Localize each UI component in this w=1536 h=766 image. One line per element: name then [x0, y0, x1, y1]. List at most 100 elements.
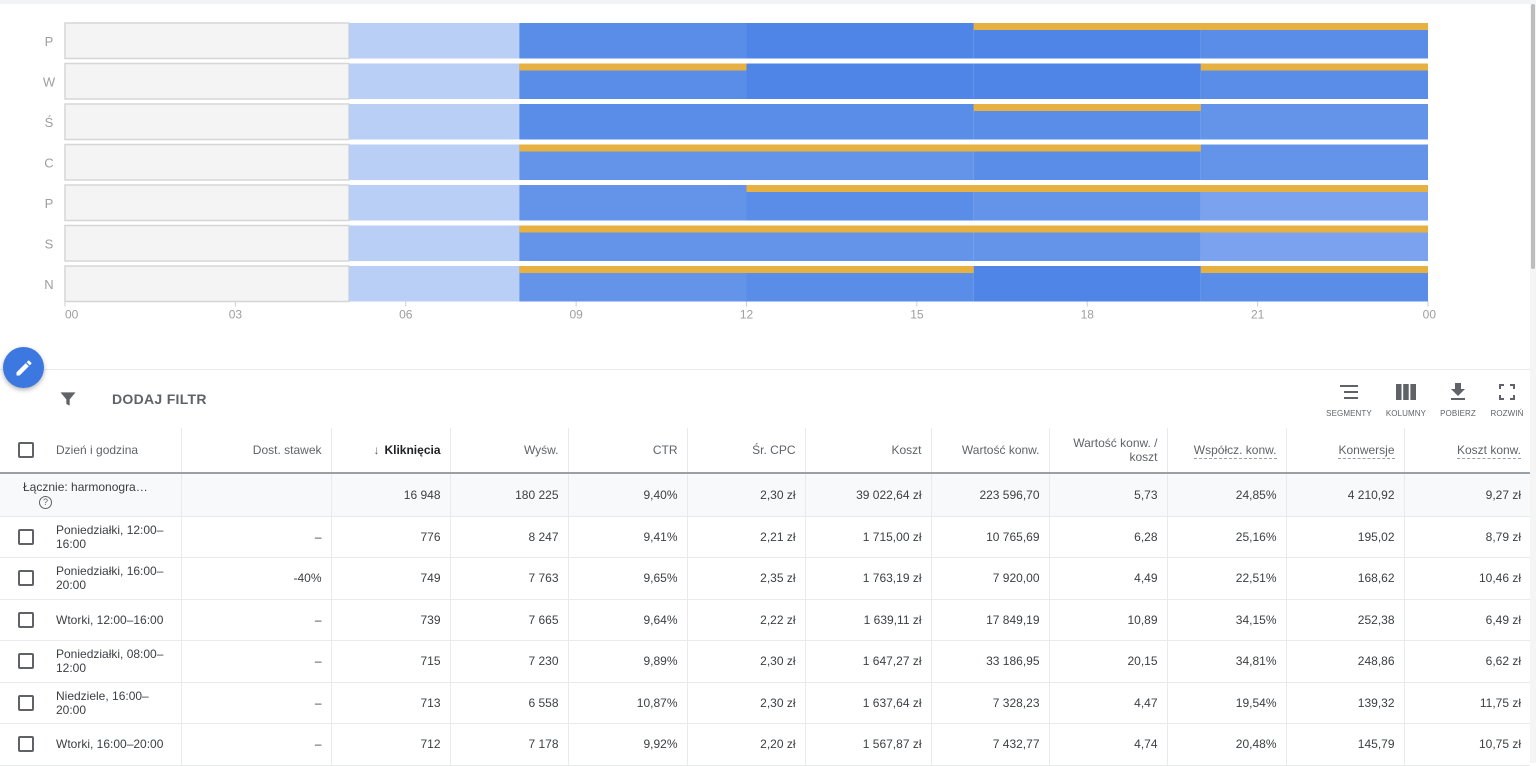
- table-cell: 739: [331, 599, 451, 641]
- column-header-cost[interactable]: Koszt: [805, 428, 932, 474]
- row-checkbox[interactable]: [18, 528, 34, 545]
- row-checkbox[interactable]: [18, 694, 34, 711]
- table-cell: 25,16%: [1167, 516, 1287, 558]
- filter-icon[interactable]: [58, 389, 78, 414]
- table-cell: 4,49: [1049, 557, 1168, 600]
- pencil-icon: [16, 359, 32, 375]
- x-tick-label: 06: [399, 308, 413, 322]
- column-header-cost-per-conv[interactable]: Koszt konw.: [1404, 428, 1530, 474]
- day-time-cell: Poniedziałki, 12:00–16:00: [0, 516, 182, 558]
- column-header-impressions[interactable]: Wyśw.: [450, 428, 569, 474]
- table-cell[interactable]: –: [181, 640, 332, 683]
- columns-button[interactable]: KOLUMNY: [1378, 381, 1434, 418]
- heatmap-cell: [64, 184, 350, 222]
- day-label: Ś: [45, 115, 54, 130]
- table-row[interactable]: Poniedziałki, 08:00–12:00–715 7 230 9,89% 2…: [0, 640, 1530, 683]
- day-time-cell: Wtorki, 16:00–20:00: [0, 723, 182, 766]
- table-cell: 248,86: [1286, 640, 1405, 683]
- section-divider: [0, 369, 1530, 370]
- table-row[interactable]: Niedziele, 16:00–20:00 –713 6 558 10,87% 2,3…: [0, 682, 1530, 724]
- table-row[interactable]: Poniedziałki, 16:00–20:00 -40% 749 7 763 9,6…: [0, 557, 1530, 600]
- table-cell: 9,41%: [568, 516, 688, 558]
- download-button[interactable]: POBIERZ: [1430, 381, 1486, 418]
- download-label: POBIERZ: [1440, 409, 1476, 418]
- table-cell: 713: [331, 682, 451, 724]
- column-header-conv-value-cost[interactable]: Wartość konw. / koszt: [1049, 428, 1168, 474]
- row-checkbox[interactable]: [18, 653, 34, 670]
- edit-button[interactable]: [3, 347, 44, 388]
- table-cell: 139,32: [1286, 682, 1405, 724]
- table-cell: 7 920,00: [931, 557, 1050, 600]
- page-scrollbar[interactable]: [1530, 0, 1536, 763]
- table-cell: 10,75 zł: [1404, 723, 1530, 766]
- table-cell: 252,38: [1286, 599, 1405, 641]
- table-cell: 1 763,19 zł: [805, 557, 932, 600]
- table-cell[interactable]: -40%: [181, 557, 332, 600]
- column-header-conv-value[interactable]: Wartość konw.: [931, 428, 1050, 474]
- day-time-cell: Wtorki, 12:00–16:00: [0, 599, 182, 641]
- row-checkbox[interactable]: [18, 736, 34, 753]
- column-header-bid-adjustment[interactable]: Dost. stawek: [181, 428, 332, 474]
- heatmap-cell: [348, 225, 520, 261]
- x-tick-label: 00: [1423, 308, 1437, 322]
- table-header-row: Dzień i godzina Dost. stawek ↓ Kliknięcia…: [0, 428, 1530, 474]
- day-label: C: [44, 155, 53, 170]
- heatmap-cell: [64, 224, 350, 262]
- column-header-ctr[interactable]: CTR: [568, 428, 688, 474]
- table-row[interactable]: Poniedziałki, 12:00–16:00–776 8 247 9,41% 2…: [0, 516, 1530, 558]
- column-header-day-time[interactable]: Dzień i godzina: [0, 428, 182, 474]
- table-cell: 17 849,19: [931, 599, 1050, 641]
- heatmap-cell: [64, 143, 350, 181]
- table-cell: 2,22 zł: [687, 599, 806, 641]
- bid-adjustment-mark: [519, 266, 974, 273]
- day-label: S: [45, 236, 54, 251]
- add-filter-button[interactable]: DODAJ FILTR: [112, 391, 207, 407]
- table-cell: 19,54%: [1167, 682, 1287, 724]
- day-label: W: [43, 74, 56, 89]
- column-header-avg-cpc[interactable]: Śr. CPC: [687, 428, 806, 474]
- table-cell: 7 665: [450, 599, 569, 641]
- segments-button[interactable]: SEGMENTY: [1321, 381, 1377, 418]
- day-time-cell: Poniedziałki, 16:00–20:00: [0, 557, 182, 600]
- sort-desc-icon: ↓: [373, 443, 380, 457]
- day-time-cell: Niedziele, 16:00–20:00: [0, 682, 182, 724]
- table-row[interactable]: Wtorki, 16:00–20:00 –712 7 178 9,92% 2,20 zł…: [0, 723, 1530, 766]
- table-cell: 20,15: [1049, 640, 1168, 683]
- scrollbar-thumb[interactable]: [1531, 4, 1535, 269]
- table-cell: 145,79: [1286, 723, 1405, 766]
- x-tick-label: 18: [1081, 308, 1095, 322]
- bid-adjustment-mark: [1200, 266, 1428, 273]
- column-header-clicks[interactable]: ↓ Kliknięcia: [331, 428, 451, 474]
- heatmap-cell: [519, 185, 747, 221]
- fullscreen-button[interactable]: ROZWIŃ: [1479, 381, 1535, 418]
- column-header-conversions[interactable]: Konwersje: [1286, 428, 1405, 474]
- help-icon[interactable]: ?: [39, 496, 52, 510]
- row-checkbox[interactable]: [18, 570, 34, 587]
- table-cell[interactable]: –: [181, 599, 332, 641]
- row-checkbox[interactable]: [18, 611, 34, 628]
- total-cell: 9,40%: [568, 473, 688, 517]
- select-all-checkbox[interactable]: [18, 442, 34, 458]
- table-cell: 1 639,11 zł: [805, 599, 932, 641]
- table-cell: 9,89%: [568, 640, 688, 683]
- table-cell[interactable]: –: [181, 516, 332, 558]
- table-cell: 6,49 zł: [1404, 599, 1530, 641]
- table-row[interactable]: Wtorki, 12:00–16:00 –739 7 665 9,64% 2,22 zł…: [0, 599, 1530, 641]
- table-cell: 8,79 zł: [1404, 516, 1530, 558]
- table-cell[interactable]: –: [181, 682, 332, 724]
- day-label: P: [45, 34, 54, 49]
- x-tick-label: 15: [910, 308, 924, 322]
- table-cell[interactable]: –: [181, 723, 332, 766]
- day-label: N: [44, 277, 53, 292]
- segments-label: SEGMENTY: [1326, 409, 1372, 418]
- x-tick-label: 21: [1251, 308, 1265, 322]
- table-cell: 2,30 zł: [687, 640, 806, 683]
- table-cell: 776: [331, 516, 451, 558]
- table-cell: 712: [331, 723, 451, 766]
- heatmap-cell: [1200, 104, 1428, 140]
- heatmap-cell: [64, 103, 350, 141]
- table-cell: 1 715,00 zł: [805, 516, 932, 558]
- heatmap-cell: [519, 104, 747, 140]
- table-cell: 9,92%: [568, 723, 688, 766]
- column-header-conv-rate[interactable]: Współcz. konw.: [1167, 428, 1287, 474]
